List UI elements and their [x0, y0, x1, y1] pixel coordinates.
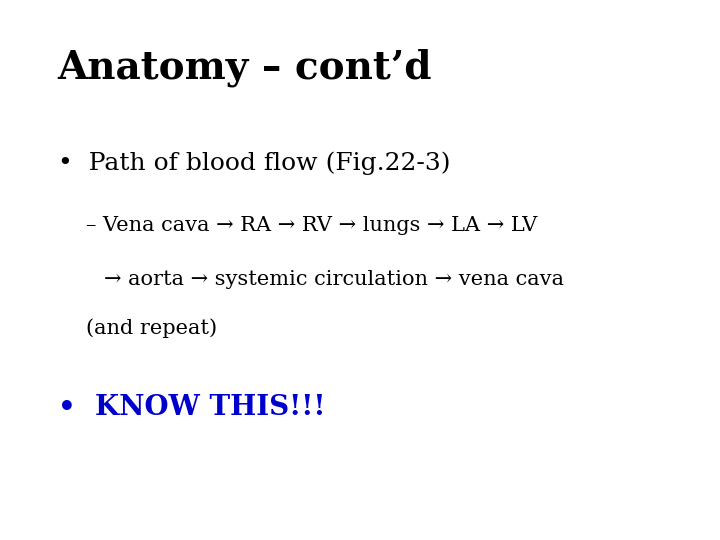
Text: Anatomy – cont’d: Anatomy – cont’d	[58, 49, 432, 87]
Text: •  KNOW THIS!!!: • KNOW THIS!!!	[58, 394, 325, 421]
Text: (and repeat): (and repeat)	[86, 319, 217, 338]
Text: – Vena cava → RA → RV → lungs → LA → LV: – Vena cava → RA → RV → lungs → LA → LV	[86, 216, 538, 235]
Text: •  Path of blood flow (Fig.22-3): • Path of blood flow (Fig.22-3)	[58, 151, 450, 175]
Text: → aorta → systemic circulation → vena cava: → aorta → systemic circulation → vena ca…	[104, 270, 564, 289]
